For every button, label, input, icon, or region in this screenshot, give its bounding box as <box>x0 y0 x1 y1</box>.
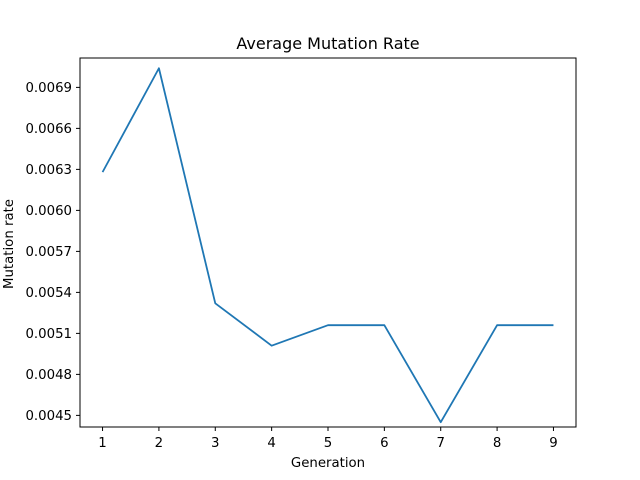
y-tick-label: 0.0057 <box>25 245 72 260</box>
y-tick-label: 0.0051 <box>25 327 72 342</box>
plot-area: 0.0045 0.0048 0.0051 0.0054 0.0057 0.0060 0.00… <box>25 57 577 451</box>
y-tick-label: 0.0069 <box>25 81 72 96</box>
x-tick-label: 1 <box>98 436 106 451</box>
y-tick-label: 0.0054 <box>25 286 72 301</box>
x-tick-label: 4 <box>267 436 275 451</box>
x-axis-label: Generation <box>291 456 365 471</box>
x-tick-label: 9 <box>549 436 557 451</box>
y-tick-label: 0.0045 <box>25 409 72 424</box>
y-tick-label: 0.0048 <box>25 368 72 383</box>
y-axis-label: Mutation rate <box>2 199 17 289</box>
y-tick-label: 0.0063 <box>25 163 72 178</box>
x-tick-label: 5 <box>324 436 332 451</box>
x-tick-label: 8 <box>493 436 501 451</box>
x-tick-label: 7 <box>436 436 444 451</box>
chart-title: Average Mutation Rate <box>236 34 419 53</box>
y-tick-label: 0.0066 <box>25 122 72 137</box>
y-tick-label: 0.0060 <box>25 204 72 219</box>
x-tick-label: 2 <box>155 436 163 451</box>
x-tick-label: 6 <box>380 436 388 451</box>
axes-frame <box>79 57 577 428</box>
x-tick-label: 3 <box>211 436 219 451</box>
